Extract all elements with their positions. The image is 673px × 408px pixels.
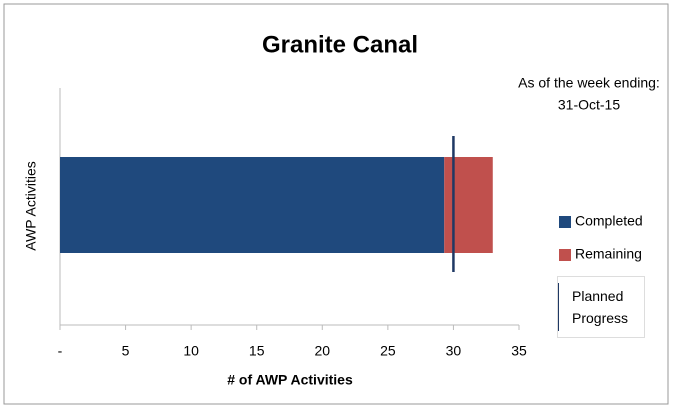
legend-label: Completed	[575, 213, 643, 229]
annotation: 31-Oct-15	[558, 97, 620, 113]
legend-swatch	[558, 283, 559, 331]
bar-segment	[444, 157, 493, 253]
x-tick-label: 10	[183, 343, 199, 359]
x-tick-label: 15	[249, 343, 265, 359]
x-tick-label: 5	[122, 343, 130, 359]
bar-segment	[60, 157, 445, 253]
legend-planned: Planned Progress	[557, 276, 645, 338]
chart-title: Granite Canal	[262, 31, 418, 58]
legend-swatch	[559, 249, 571, 261]
x-axis-label: # of AWP Activities	[227, 372, 353, 388]
x-tick-label: -	[58, 343, 63, 359]
x-tick-label: 35	[511, 343, 527, 359]
legend-label: Planned Progress	[572, 288, 629, 326]
y-axis-label: AWP Activities	[23, 161, 39, 250]
legend-swatch	[559, 216, 571, 228]
legend-label: Remaining	[575, 246, 642, 262]
x-tick-label: 20	[314, 343, 330, 359]
x-tick-label: 30	[446, 343, 462, 359]
annotation: As of the week ending:	[518, 75, 660, 91]
x-tick-label: 25	[380, 343, 396, 359]
